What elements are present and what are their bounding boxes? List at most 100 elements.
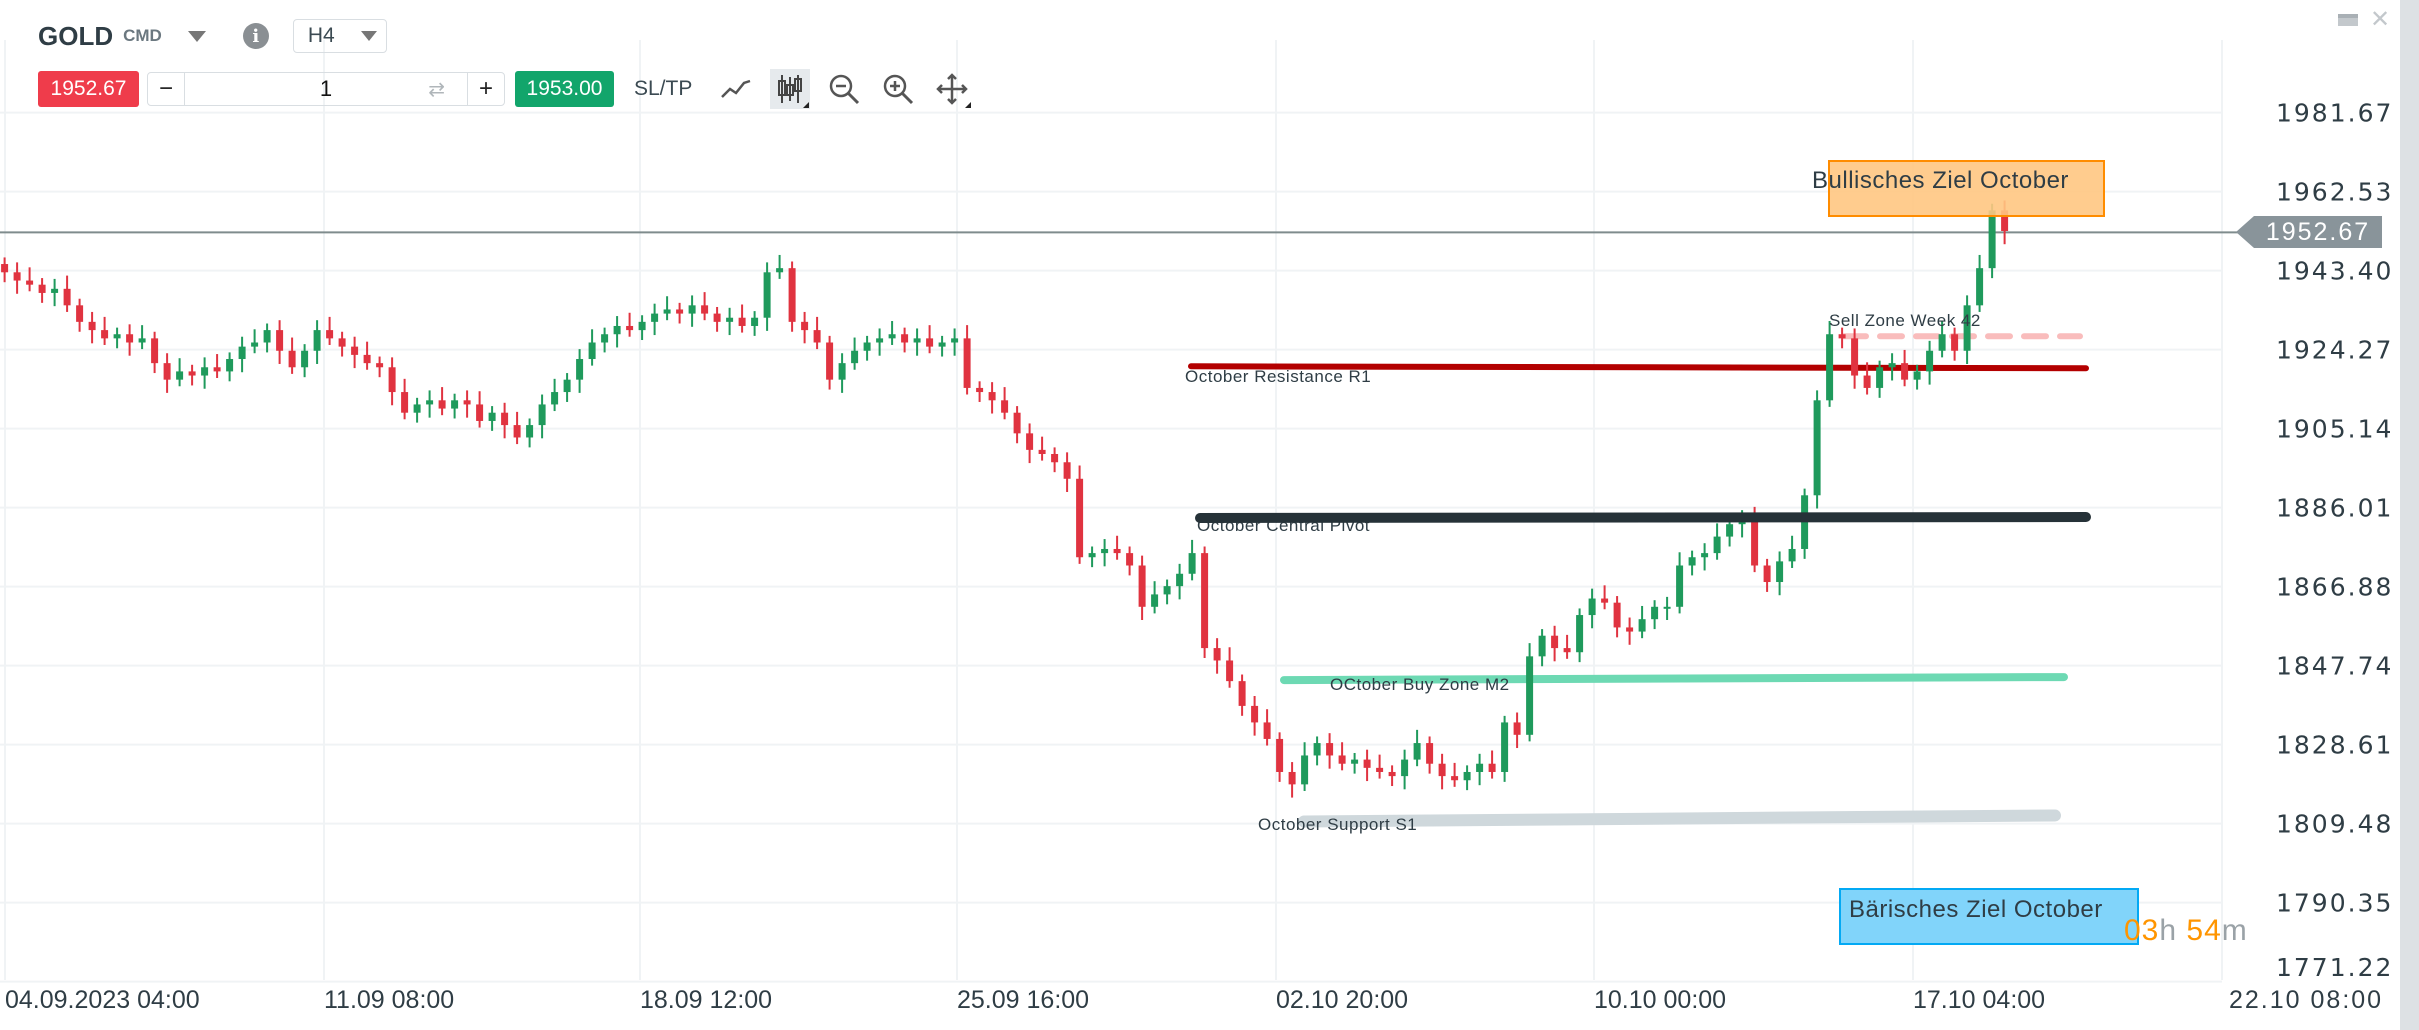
candle-body: [1838, 334, 1846, 339]
candle: [101, 316, 109, 345]
candle-body: [1076, 478, 1084, 558]
candle-body: [201, 367, 209, 376]
candle: [1263, 709, 1271, 746]
candle: [1538, 629, 1546, 667]
candle: [1126, 546, 1134, 576]
tool-menu-corner: [965, 102, 972, 108]
candle-body: [888, 334, 896, 339]
close-icon[interactable]: ✕: [2370, 6, 2391, 33]
minimize-icon[interactable]: [2338, 14, 2358, 26]
candle-body: [1988, 210, 1996, 269]
candle: [538, 394, 546, 439]
candle-body: [1688, 557, 1696, 566]
candle-body: [388, 367, 396, 393]
candle: [1813, 390, 1821, 509]
candle: [813, 316, 821, 350]
candle-body: [788, 268, 796, 322]
candle-body: [13, 272, 21, 281]
candle-body: [451, 400, 459, 409]
candle: [1526, 643, 1534, 742]
candle: [1888, 353, 1896, 381]
zoom-in-icon[interactable]: [878, 69, 918, 109]
candle-body: [501, 412, 509, 426]
candle-body: [1713, 536, 1721, 554]
candle-body: [1463, 771, 1471, 781]
candle: [851, 337, 859, 370]
symbol-name[interactable]: GOLD: [38, 20, 114, 51]
candle: [1413, 729, 1421, 767]
candlestick-icon[interactable]: [770, 69, 811, 109]
candle-body: [1613, 602, 1621, 628]
candle-body: [1863, 375, 1871, 388]
bullish-target-box[interactable]: [1828, 160, 2105, 217]
candle: [1026, 423, 1034, 464]
candle-body: [1313, 743, 1321, 756]
sltp-button[interactable]: SL/TP: [634, 77, 693, 100]
zoom-out-icon[interactable]: [824, 69, 864, 109]
candle-body: [1088, 553, 1096, 558]
candle-body: [363, 354, 371, 364]
candle: [1838, 327, 1846, 349]
candle-body: [1101, 548, 1109, 554]
price-tick-label: 1924.27: [2276, 336, 2393, 365]
window-controls: ✕: [2338, 6, 2391, 33]
support-s1-line[interactable]: [1298, 809, 2061, 828]
candle: [1563, 634, 1571, 659]
swap-icon[interactable]: ⇄: [428, 78, 445, 101]
candle-body: [1876, 367, 1884, 388]
time-axis[interactable]: 04.09.2023 04:00 11.09 08:00 18.09 12:00 25…: [5, 986, 2383, 1014]
candle: [888, 321, 896, 345]
candle: [1201, 546, 1209, 659]
candle-body: [1738, 520, 1746, 525]
scrollbar[interactable]: [2400, 0, 2419, 1030]
candle-body: [863, 342, 871, 351]
candle-body: [926, 338, 934, 347]
price-tick-label: 1828.61: [2276, 731, 2393, 760]
timeframe-select[interactable]: H4: [292, 19, 387, 53]
candle-body: [126, 334, 134, 343]
increase-button[interactable]: +: [478, 75, 493, 102]
price-tick-label: 1943.40: [2276, 257, 2393, 286]
decrease-button[interactable]: −: [158, 75, 173, 102]
buy-button[interactable]: 1953.00: [515, 71, 614, 107]
candle: [1488, 750, 1496, 779]
price-axis[interactable]: 1981.67 1962.53 1943.40 1924.27 1905.14 1886.…: [2276, 99, 2393, 982]
symbol-dropdown-icon[interactable]: [187, 30, 206, 42]
move-icon[interactable]: [932, 69, 972, 109]
candle: [1613, 596, 1621, 638]
buy-zone-m2-line[interactable]: [1280, 673, 2068, 685]
candle: [663, 296, 671, 321]
time-tick-label: 25.09 16:00: [957, 986, 1089, 1014]
candle-body: [988, 392, 996, 401]
candle: [288, 337, 296, 374]
candle: [301, 344, 309, 378]
sell-button[interactable]: 1952.67: [38, 71, 139, 107]
resistance-r1-line[interactable]: [1188, 363, 2089, 372]
candle-body: [1226, 660, 1234, 682]
symbol-header: GOLD CMD i H4: [38, 18, 387, 54]
candle-body: [1326, 743, 1334, 756]
candle: [1213, 638, 1221, 674]
candle-body: [701, 305, 709, 314]
bearish-target-box[interactable]: Bärisches Ziel October: [1839, 888, 2139, 945]
candle: [338, 331, 346, 357]
candle: [138, 325, 146, 350]
candle: [1501, 715, 1509, 782]
candle-body: [1438, 763, 1446, 777]
quantity-stepper[interactable]: − 1 ⇄ +: [147, 72, 505, 106]
candle-body: [26, 280, 34, 285]
candle: [76, 298, 84, 332]
candle: [651, 303, 659, 336]
candle-body: [176, 371, 184, 380]
candle-body: [1588, 598, 1596, 616]
candle-body: [351, 346, 359, 355]
candle: [1351, 752, 1359, 774]
line-chart-icon[interactable]: [716, 69, 756, 109]
info-icon[interactable]: i: [242, 23, 269, 49]
candle: [188, 364, 196, 386]
quantity-input[interactable]: 1 ⇄: [184, 73, 468, 105]
timeframe-value: H4: [307, 24, 335, 47]
candle: [1626, 617, 1634, 645]
candle: [1151, 581, 1159, 614]
